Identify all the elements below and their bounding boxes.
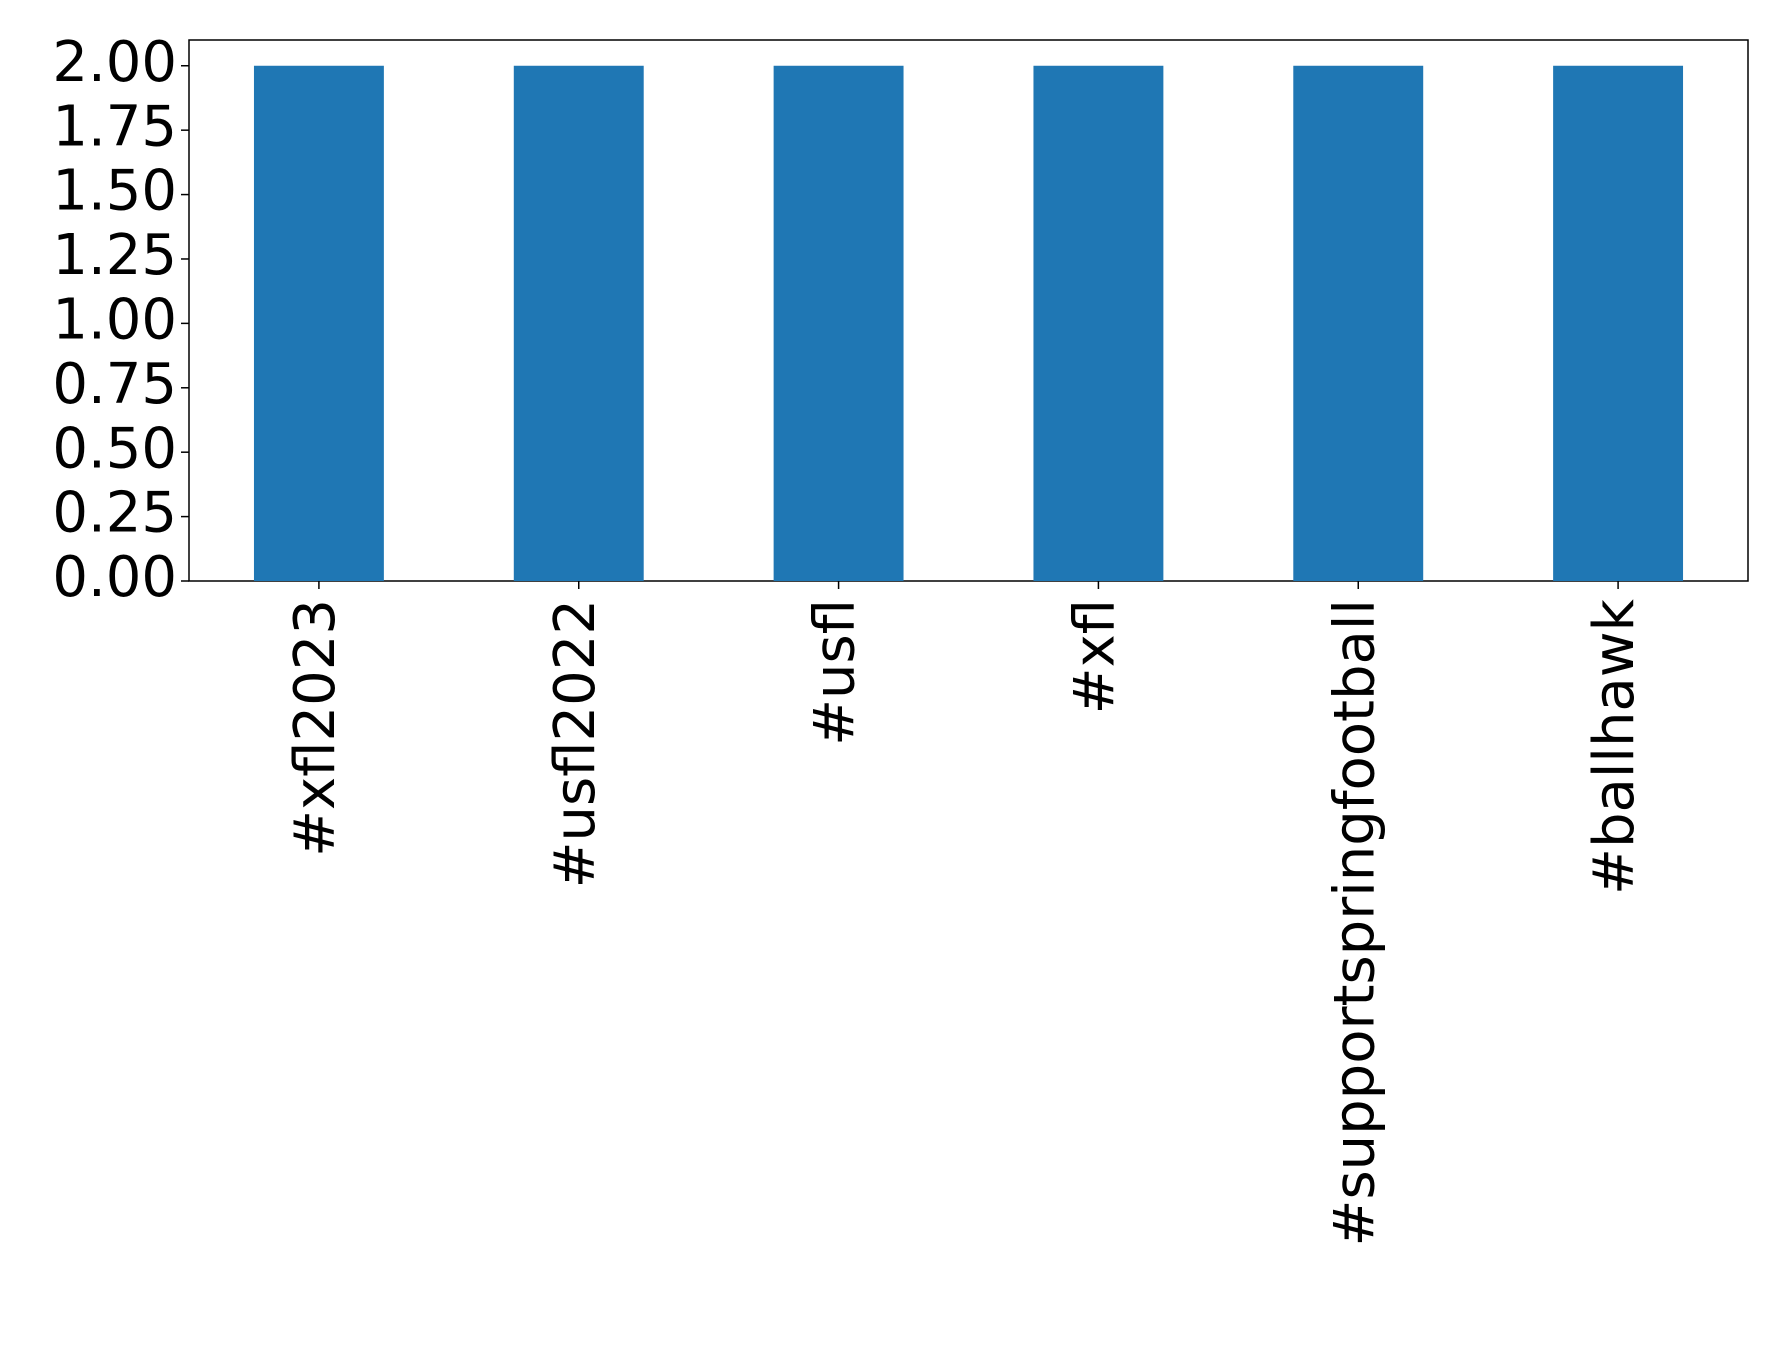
bar (1293, 65, 1424, 581)
bar (513, 65, 644, 581)
y-tick-label: 0.75 (52, 352, 177, 417)
bar (1033, 65, 1164, 581)
y-tick-label: 0.00 (52, 545, 177, 610)
y-tick-label: 0.50 (52, 416, 177, 481)
x-tick-label: #xfl (1063, 599, 1128, 714)
y-tick-label: 0.25 (52, 481, 177, 546)
x-tick-label: #ballhawk (1582, 598, 1647, 895)
bar (253, 65, 384, 581)
x-tick-label: #xfl2023 (283, 599, 348, 857)
y-tick-label: 1.50 (52, 159, 177, 224)
x-tick-label: #supportspringfootball (1322, 599, 1387, 1246)
x-tick-label: #usfl2022 (543, 599, 608, 888)
y-tick-label: 1.25 (52, 223, 177, 288)
y-tick-label: 2.00 (52, 30, 177, 95)
y-tick-label: 1.00 (52, 288, 177, 353)
bar (1553, 65, 1684, 581)
plot-frame (188, 39, 1749, 582)
x-tick-label: #usfl (803, 599, 868, 746)
bar (773, 65, 904, 581)
y-tick-label: 1.75 (52, 94, 177, 159)
